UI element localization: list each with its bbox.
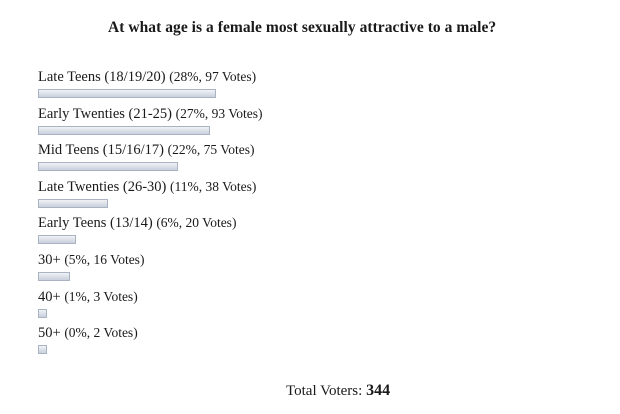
option-stats: (0%, 2 Votes) — [64, 325, 138, 341]
poll-option: Late Teens (18/19/20) (28%, 97 Votes) — [38, 68, 598, 105]
poll-option: 50+ (0%, 2 Votes) — [38, 324, 598, 361]
option-stats: (22%, 75 Votes) — [167, 142, 255, 158]
total-voters-label: Total Voters: — [286, 383, 363, 399]
option-label: Late Twenties (26-30) — [38, 178, 167, 195]
poll-question: At what age is a female most sexually at… — [108, 19, 497, 36]
option-stats: (6%, 20 Votes) — [156, 215, 237, 231]
poll-options: Late Teens (18/19/20) (28%, 97 Votes) Ea… — [38, 68, 598, 361]
option-label: Early Twenties (21-25) — [38, 105, 173, 122]
option-bar — [38, 162, 178, 172]
option-label: 30+ — [38, 251, 61, 268]
option-label: 40+ — [38, 288, 61, 305]
poll-option: Early Teens (13/14) (6%, 20 Votes) — [38, 214, 598, 251]
option-bar — [38, 308, 47, 318]
total-voters: Total Voters: 344 — [0, 382, 620, 400]
option-bar — [38, 89, 216, 98]
option-label: Early Teens (13/14) — [38, 215, 153, 232]
poll-option: 40+ (1%, 3 Votes) — [38, 288, 598, 325]
poll-option: Early Twenties (21-25) (27%, 93 Votes) — [38, 105, 598, 142]
option-bar — [38, 271, 70, 281]
option-stats: (5%, 16 Votes) — [64, 251, 145, 267]
option-bar — [38, 125, 210, 135]
option-label: 50+ — [38, 325, 61, 342]
poll-option: Mid Teens (15/16/17) (22%, 75 Votes) — [38, 141, 598, 178]
total-voters-value: 344 — [366, 382, 391, 399]
option-bar — [38, 345, 47, 355]
option-stats: (11%, 38 Votes) — [170, 178, 257, 194]
poll-option: 30+ (5%, 16 Votes) — [38, 251, 598, 288]
option-bar — [38, 198, 108, 208]
option-bar — [38, 235, 76, 245]
poll-option: Late Twenties (26-30) (11%, 38 Votes) — [38, 178, 598, 215]
option-stats: (27%, 93 Votes) — [175, 105, 263, 121]
option-label: Late Teens (18/19/20) — [38, 69, 166, 85]
option-stats: (1%, 3 Votes) — [64, 288, 138, 304]
option-stats: (28%, 97 Votes) — [169, 69, 257, 84]
option-label: Mid Teens (15/16/17) — [38, 142, 164, 159]
